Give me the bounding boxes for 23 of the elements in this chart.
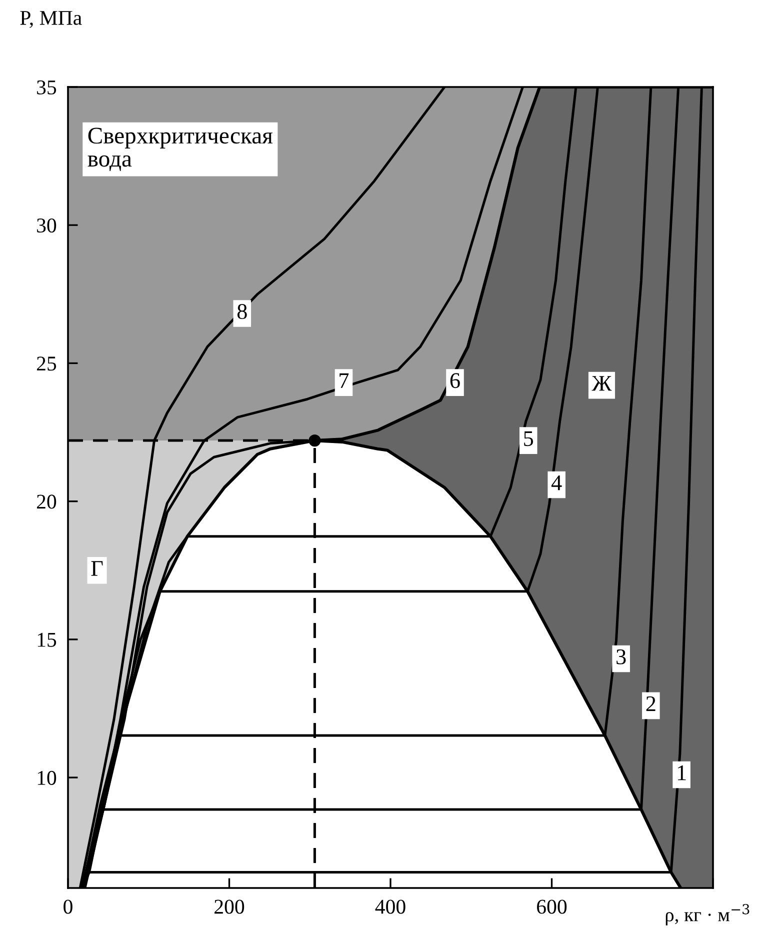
- annotation: 4: [551, 475, 562, 490]
- annotation: 7: [340, 373, 349, 388]
- y-tick-label: 25: [36, 356, 56, 371]
- annotation: Ж: [592, 376, 612, 391]
- annotation: 3: [616, 649, 626, 664]
- x-axis-title: ρ, кг · м$^{−3}$: [666, 904, 750, 926]
- y-tick-label: 10: [38, 770, 56, 785]
- y-tick-label: 15: [38, 632, 56, 647]
- annotation: 1: [678, 765, 686, 780]
- annotation: Г: [91, 561, 103, 576]
- y-tick-label: 20: [36, 494, 56, 509]
- annotation: 6: [450, 373, 460, 388]
- annotation: 8: [237, 304, 247, 320]
- x-tick-label: 0: [64, 900, 72, 914]
- x-tick-label: 400: [375, 900, 406, 914]
- x-tick-label: 600: [537, 900, 567, 914]
- annotation: Сверхкритическая вода: [88, 128, 273, 172]
- annotation: 2: [646, 696, 656, 712]
- y-axis-title: P, МПа: [20, 11, 82, 28]
- y-tick-label: 35: [37, 80, 56, 94]
- y-tick-label: 30: [37, 218, 56, 233]
- annotation: 5: [524, 431, 534, 446]
- x-tick-label: 200: [214, 900, 244, 914]
